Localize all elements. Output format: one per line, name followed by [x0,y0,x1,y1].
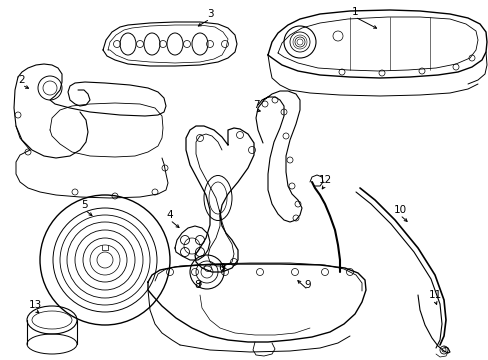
Text: 12: 12 [318,175,331,185]
Text: 3: 3 [206,9,213,19]
Text: 7: 7 [252,100,259,110]
Text: 9: 9 [304,280,311,290]
Text: 8: 8 [194,280,201,290]
Text: 10: 10 [393,205,406,215]
Text: 11: 11 [427,290,441,300]
Text: 6: 6 [218,263,225,273]
Text: 13: 13 [28,300,41,310]
Text: 4: 4 [166,210,173,220]
Text: 2: 2 [19,75,25,85]
Text: 1: 1 [351,7,358,17]
Text: 5: 5 [81,200,88,210]
